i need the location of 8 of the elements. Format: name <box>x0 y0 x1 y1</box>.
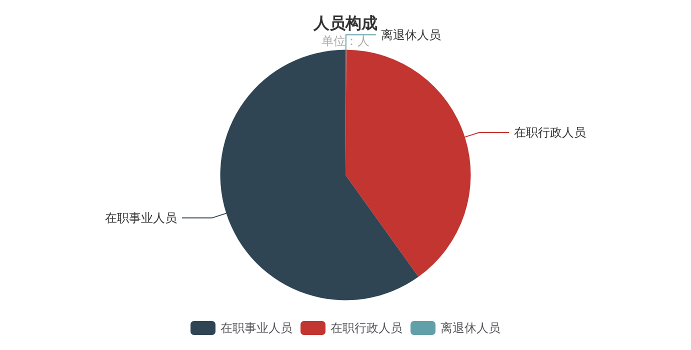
legend-label: 在职行政人员 <box>330 321 402 335</box>
legend-label: 离退休人员 <box>440 321 500 335</box>
text: 单位：人 <box>322 34 370 48</box>
chart-title: 人员构成 <box>312 14 378 32</box>
slice-label: 在职行政人员 <box>514 126 586 140</box>
slice-label: 离退休人员 <box>380 28 441 42</box>
legend-label: 在职事业人员 <box>220 321 292 335</box>
slice-label: 在职事业人员 <box>104 210 177 225</box>
